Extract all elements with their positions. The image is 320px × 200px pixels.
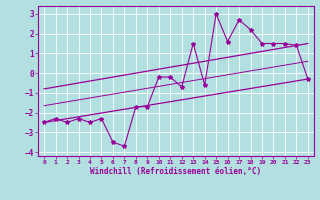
- X-axis label: Windchill (Refroidissement éolien,°C): Windchill (Refroidissement éolien,°C): [91, 167, 261, 176]
